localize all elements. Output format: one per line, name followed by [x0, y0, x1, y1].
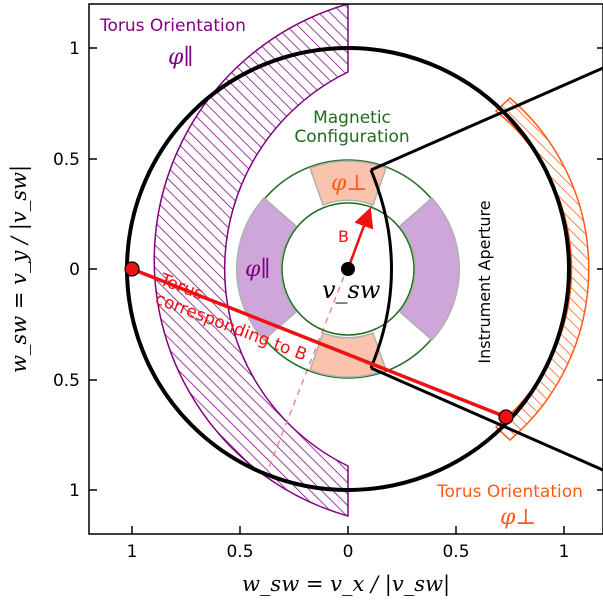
b-vector-label: B [338, 227, 349, 246]
y-tick-label: 1 [69, 481, 80, 501]
aperture-lower-line [370, 366, 603, 472]
x-axis-label: w_sw = v_x / |v_sw| [242, 572, 450, 597]
phi-parallel-top-label: φ∥ [168, 45, 194, 70]
tick-marks [89, 47, 603, 534]
purple-sector-right [398, 196, 460, 342]
torus-orientation-parallel-label: Torus Orientation [99, 16, 246, 36]
red-point-right [498, 409, 514, 425]
phi-perp-bottom-label: φ⊥ [500, 505, 536, 530]
vsw-center-dot [341, 262, 355, 276]
y-tick-label: 0 [69, 260, 80, 280]
magnetic-configuration-line2: Configuration [294, 127, 409, 147]
orange-sector-top [309, 160, 387, 206]
instrument-aperture-curve [369, 169, 393, 369]
red-point-left [124, 261, 140, 277]
purple-torus-band [153, 4, 349, 517]
b-vector-arrow [346, 207, 374, 270]
purple-sector-left [236, 196, 298, 342]
torus-orientation-perp-label: Torus Orientation [436, 482, 583, 502]
instrument-aperture-label: Instrument Aperture [475, 200, 494, 363]
orange-torus-band [494, 96, 590, 442]
x-tick-label: 1 [559, 542, 570, 562]
phi-perp-inner-label: φ⊥ [331, 171, 367, 196]
y-tick-label: 0.5 [53, 371, 80, 391]
phi-parallel-inner-label: φ∥ [245, 257, 271, 282]
x-tick-label: 0.5 [442, 542, 469, 562]
vsw-label: v_sw [322, 276, 381, 304]
x-tick-label: 0.5 [226, 542, 253, 562]
y-axis-label: w_sw = v_y / |v_sw| [7, 165, 32, 373]
magnetic-configuration-line1: Magnetic [313, 108, 391, 128]
green-inner-ring [281, 202, 415, 336]
y-tick-label: 1 [69, 39, 80, 59]
y-tick-label: 0.5 [53, 150, 80, 170]
torus-b-line [131, 267, 507, 419]
x-tick-label: 1 [127, 542, 138, 562]
x-tick-label: 0 [343, 542, 354, 562]
aperture-upper-line [370, 66, 603, 172]
plot-area: Torus Orientation φ∥ Magnetic Configurat… [99, 4, 603, 530]
